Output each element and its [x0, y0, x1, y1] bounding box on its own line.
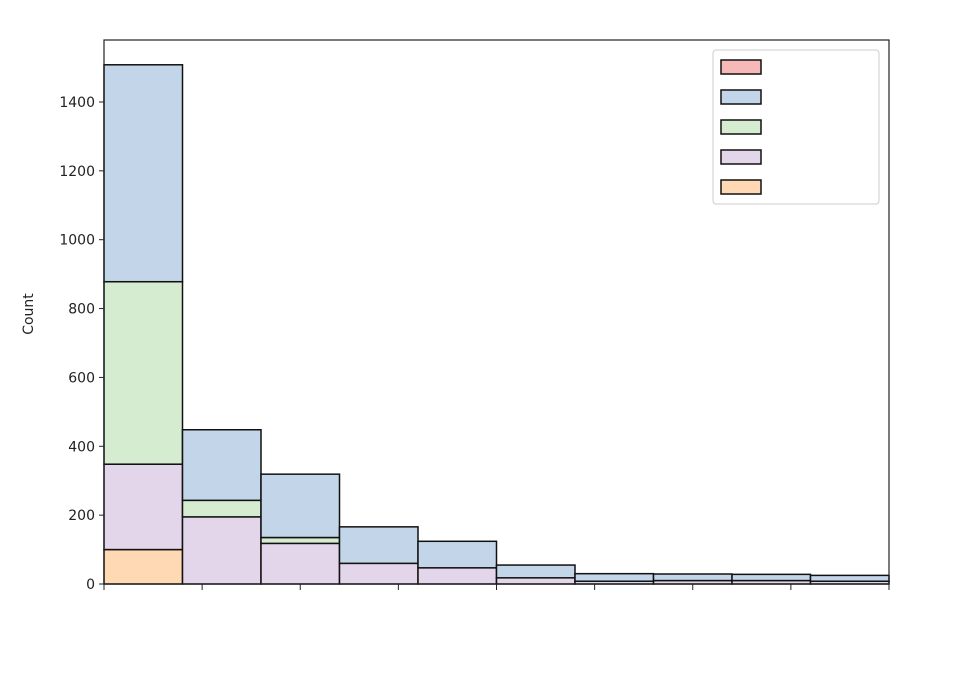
- y-tick-label: 1000: [59, 233, 95, 249]
- legend-swatch: [720, 149, 762, 165]
- histogram-bar: [103, 64, 184, 283]
- histogram-bar: [417, 540, 498, 569]
- y-tick-label: 800: [68, 302, 95, 318]
- legend-swatch: [720, 59, 762, 75]
- histogram-bar: [495, 564, 576, 579]
- legend: [712, 49, 880, 205]
- x-axis: [103, 584, 890, 590]
- legend-swatch: [720, 89, 762, 105]
- legend-swatch: [720, 179, 762, 195]
- bars-layer: [103, 64, 890, 585]
- y-tick-label: 1200: [59, 164, 95, 180]
- histogram-bar: [103, 280, 184, 465]
- histogram-bar: [495, 577, 576, 585]
- y-tick-label: 400: [68, 439, 95, 455]
- histogram-bar: [652, 573, 733, 582]
- y-tick-label: 0: [86, 577, 95, 593]
- y-axis: 0 200 400 600 800 1000 1200 1400: [59, 95, 104, 593]
- histogram-bar: [181, 516, 262, 585]
- histogram-bar: [731, 573, 812, 582]
- legend-swatch: [720, 119, 762, 135]
- histogram-bar: [574, 572, 655, 582]
- histogram-bar: [417, 567, 498, 585]
- y-axis-label: Count: [21, 293, 37, 335]
- legend-frame: [712, 49, 880, 205]
- histogram-bar: [181, 499, 262, 518]
- histogram-bar: [260, 536, 341, 545]
- histogram-bar: [181, 429, 262, 502]
- y-tick-label: 200: [68, 508, 95, 524]
- histogram-bar: [260, 542, 341, 585]
- y-tick-label: 1400: [59, 95, 95, 111]
- histogram-bar: [103, 548, 184, 585]
- histogram-bar: [260, 473, 341, 539]
- histogram-bar: [338, 562, 419, 585]
- histogram-bar: [103, 463, 184, 551]
- histogram-bar: [338, 526, 419, 565]
- histogram-bar: [809, 574, 890, 582]
- y-tick-label: 600: [68, 370, 95, 386]
